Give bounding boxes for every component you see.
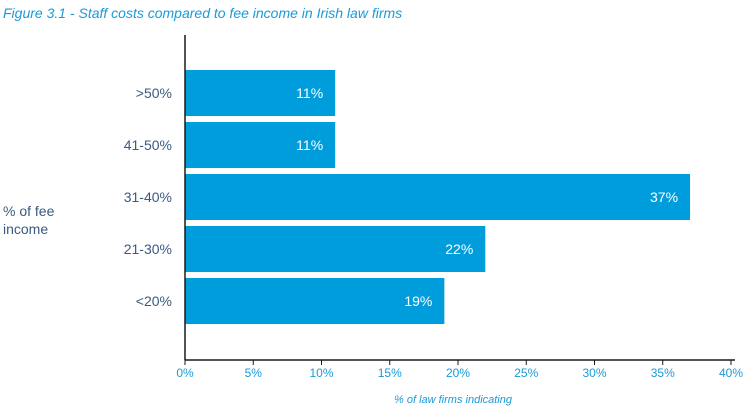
- bar-3: [185, 226, 486, 272]
- bar-value-label-0: 11%: [296, 85, 323, 101]
- category-label-0: >50%: [136, 85, 172, 101]
- x-ticks-group: 0% 5% 10% 15% 20% 25% 30% 35% 40%: [176, 360, 743, 380]
- chart-title: Figure 3.1 - Staff costs compared to fee…: [3, 5, 403, 21]
- bar-value-label-3: 22%: [445, 241, 473, 257]
- bar-1: [185, 122, 336, 168]
- bar-4: [185, 278, 445, 324]
- y-axis-label: % of fee income: [3, 203, 55, 237]
- bars-group: 11% 11% 37% 22% 19%: [185, 70, 691, 324]
- category-label-2: 31-40%: [124, 189, 172, 205]
- category-label-1: 41-50%: [124, 137, 172, 153]
- bar-value-label-4: 19%: [404, 293, 432, 309]
- x-tick-label-5: 25%: [514, 366, 538, 380]
- x-tick-label-4: 20%: [446, 366, 470, 380]
- x-tick-label-2: 10%: [309, 366, 333, 380]
- x-tick-label-0: 0%: [176, 366, 194, 380]
- x-tick-label-7: 35%: [651, 366, 675, 380]
- x-tick-label-6: 30%: [582, 366, 606, 380]
- x-axis-label: % of law firms indicating: [394, 394, 513, 406]
- bar-value-label-1: 11%: [296, 137, 323, 153]
- x-tick-label-8: 40%: [719, 366, 743, 380]
- x-tick-label-3: 15%: [378, 366, 402, 380]
- bar-value-label-2: 37%: [650, 189, 678, 205]
- bar-0: [185, 70, 336, 116]
- category-labels-group: >50% 41-50% 31-40% 21-30% <20%: [124, 85, 172, 309]
- x-tick-label-1: 5%: [245, 366, 263, 380]
- bar-2: [185, 174, 691, 220]
- category-label-4: <20%: [136, 293, 172, 309]
- category-label-3: 21-30%: [124, 241, 172, 257]
